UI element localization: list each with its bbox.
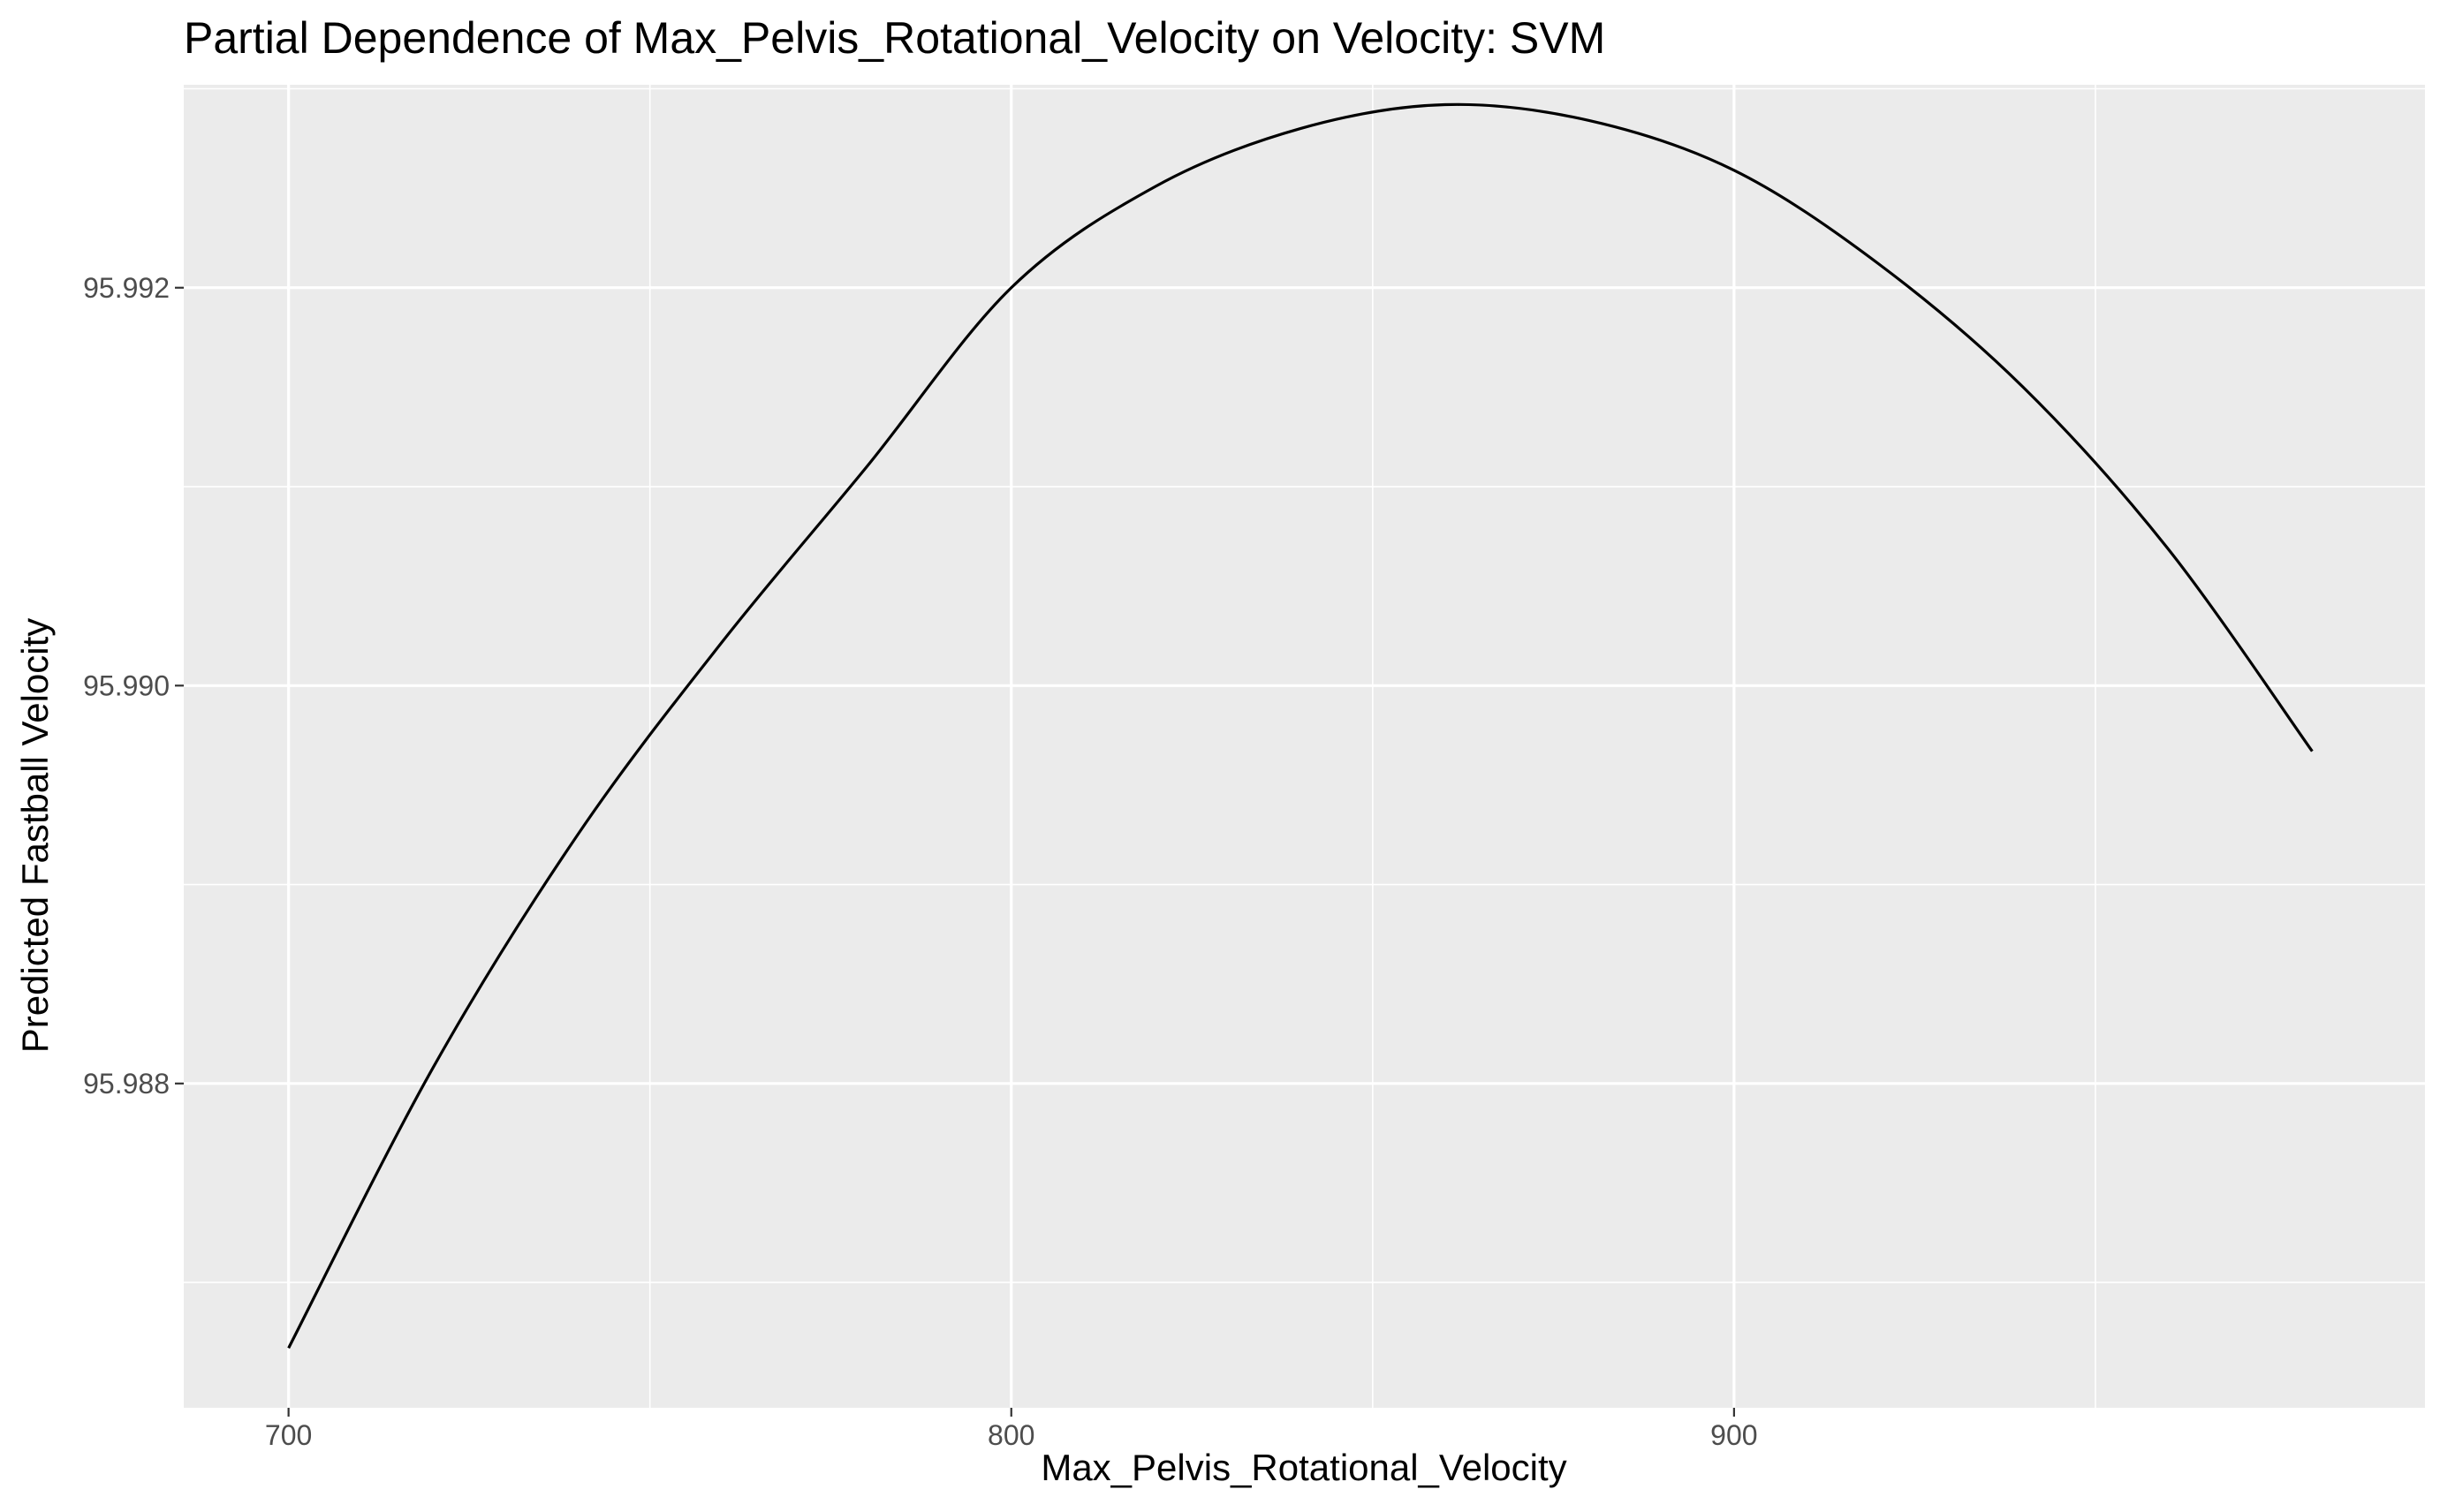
x-tick-label: 800	[988, 1419, 1034, 1451]
y-tick-label: 95.990	[83, 669, 170, 701]
y-tick-label: 95.992	[83, 272, 170, 304]
minor-grid	[184, 85, 2425, 1408]
x-tick-label: 700	[265, 1419, 312, 1451]
chart-title: Partial Dependence of Max_Pelvis_Rotatio…	[184, 13, 1606, 63]
plot-panel	[184, 85, 2425, 1408]
x-tick-label: 900	[1710, 1419, 1757, 1451]
major-grid	[184, 85, 2425, 1408]
y-axis-title: Predicted Fastball Velocity	[14, 617, 56, 1054]
x-axis-ticks: 700 800 900	[265, 1408, 1758, 1451]
partial-dependence-line	[287, 102, 2314, 1349]
y-axis-ticks: 95.988 95.990 95.992	[83, 272, 184, 1100]
y-tick-label: 95.988	[83, 1068, 170, 1100]
x-axis-title: Max_Pelvis_Rotational_Velocity	[1041, 1447, 1567, 1488]
